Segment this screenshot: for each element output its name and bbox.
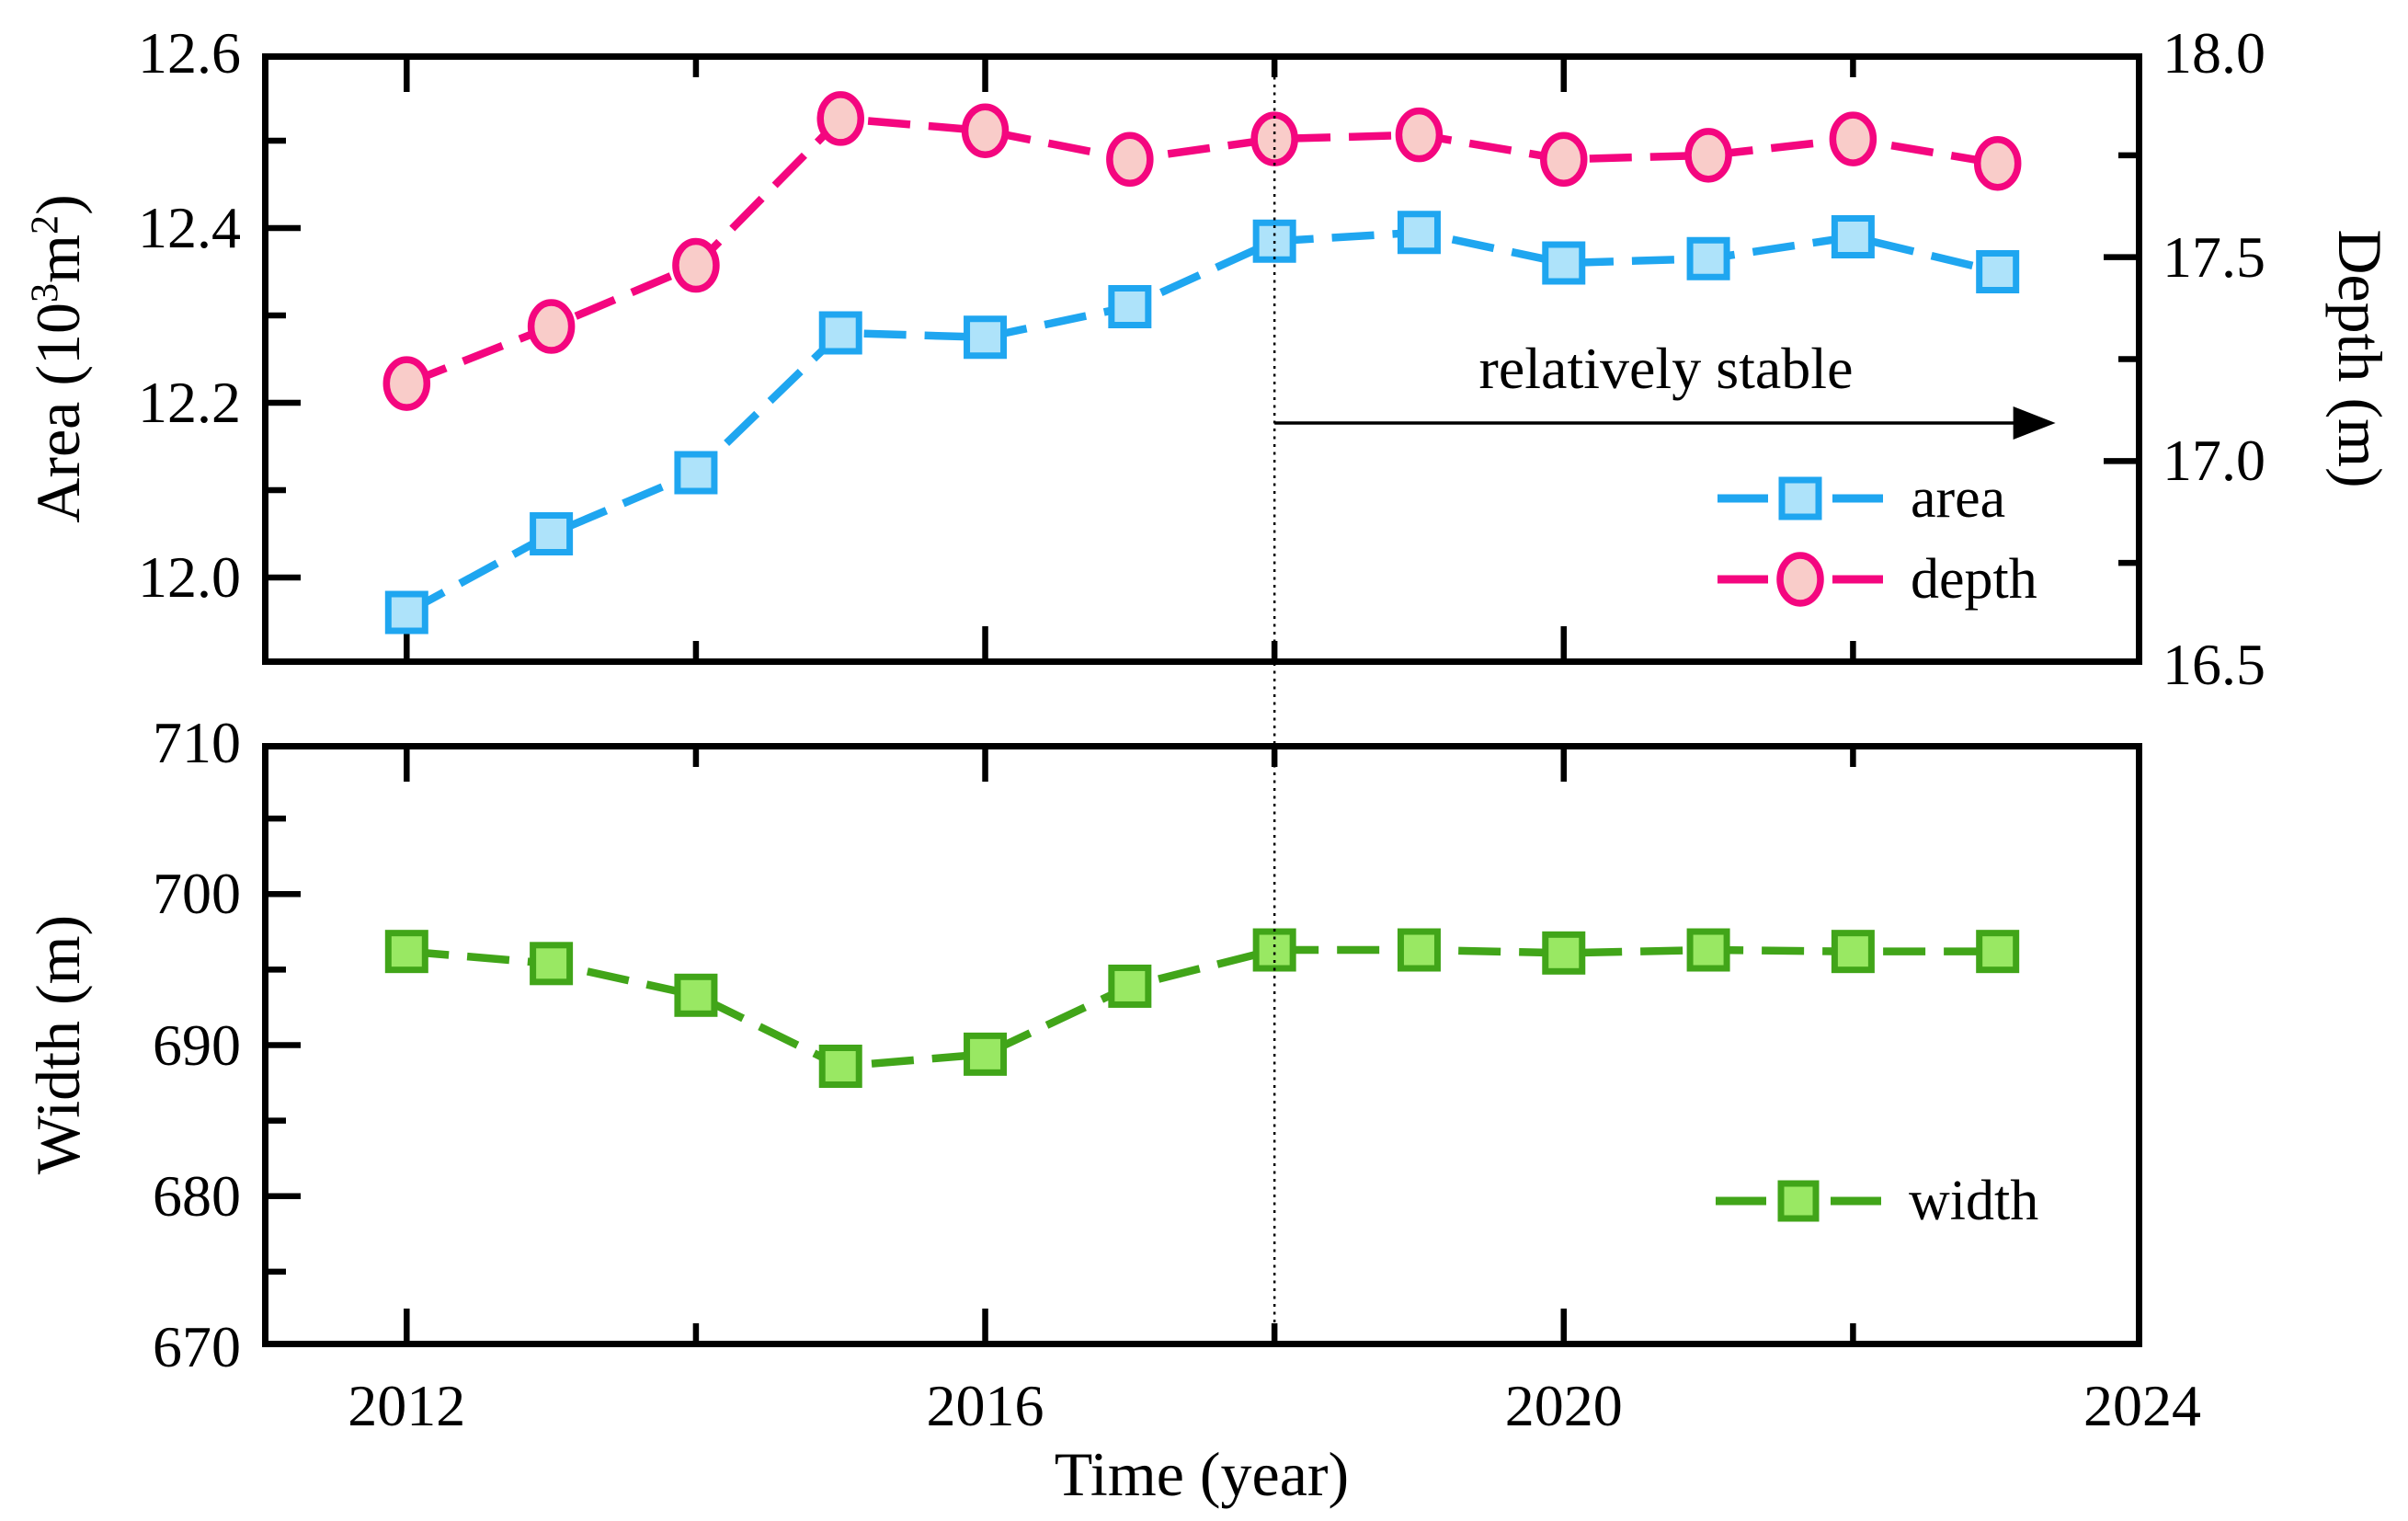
area-marker	[1686, 236, 1730, 280]
width-marker	[530, 942, 574, 986]
depth-marker	[816, 91, 864, 146]
depth-marker	[382, 356, 431, 411]
right-tick-label-17.5: 17.5	[2163, 223, 2265, 290]
area-axis-title-close: )	[23, 194, 93, 215]
x-tick-label-2024: 2024	[2083, 1373, 2201, 1438]
right-tick-label-16.5: 16.5	[2163, 632, 2265, 697]
width-marker	[674, 973, 718, 1017]
legend-entry-area: area	[1718, 466, 2037, 531]
area-line	[405, 228, 1999, 616]
width-marker	[818, 1044, 862, 1088]
width-marker	[1831, 930, 1875, 974]
width-line	[405, 945, 1998, 1070]
left-tick-label-12.4: 12.4	[138, 195, 241, 260]
depth-marker	[1973, 135, 2022, 191]
legend-label-area: area	[1911, 467, 2006, 530]
right-tick-label-17.0: 17.0	[2163, 428, 2265, 494]
depth-marker	[1684, 128, 1732, 183]
time-axis-title: Time (year)	[1054, 1439, 1350, 1509]
left-tick-label-12.2: 12.2	[138, 370, 241, 435]
depth-line	[405, 114, 1999, 388]
top-panel-plot	[262, 53, 2142, 665]
depth-marker	[1540, 132, 1588, 188]
width-marker	[1542, 931, 1586, 975]
width-legend-marker-icon	[1716, 1180, 1881, 1222]
area-axis-title-text: Area (10	[23, 302, 93, 523]
stable-arrow-head-icon	[2013, 406, 2056, 440]
area-marker	[1542, 241, 1586, 285]
left-tick-label-670: 670	[153, 1314, 241, 1379]
axis-ticks	[262, 743, 2142, 1347]
area-marker	[1976, 250, 2020, 293]
depth-marker	[1395, 107, 1444, 163]
area-axis-unit: m	[23, 234, 93, 283]
axis-ticks	[262, 53, 2142, 665]
area-marker	[530, 512, 574, 555]
legend-top: area depth	[1718, 466, 2037, 628]
left-tick-label-690: 690	[153, 1012, 241, 1078]
legend-label-depth: depth	[1911, 548, 2037, 611]
depth-marker	[1106, 132, 1154, 188]
series-area	[384, 211, 2020, 635]
left-tick-label-12.0: 12.0	[138, 544, 241, 610]
right-tick-label-18.0: 18.0	[2163, 20, 2265, 86]
area-axis-exponent: 3	[23, 282, 67, 303]
left-tick-label-12.6: 12.6	[138, 20, 241, 86]
area-legend-marker-icon	[1718, 476, 1883, 520]
depth-marker	[961, 103, 1010, 158]
bottom-panel-plot	[262, 743, 2142, 1347]
area-marker	[674, 451, 718, 495]
area-marker	[964, 315, 1008, 360]
depth-legend-marker-icon	[1718, 552, 1883, 607]
width-marker	[1976, 930, 2020, 974]
area-marker	[1397, 211, 1441, 255]
legend-bottom: width	[1716, 1169, 2038, 1250]
width-marker	[1686, 928, 1730, 972]
width-marker	[1108, 964, 1152, 1008]
left-tick-label-700: 700	[153, 861, 241, 927]
annotation-relatively-stable: relatively stable	[1478, 336, 1854, 401]
width-marker	[1397, 928, 1441, 972]
left-tick-label-710: 710	[153, 710, 241, 775]
area-marker	[1831, 215, 1875, 258]
x-tick-label-2016: 2016	[926, 1373, 1044, 1438]
depth-axis-title: Depth (m)	[2325, 229, 2395, 488]
x-tick-label-2020: 2020	[1504, 1373, 1623, 1438]
x-tick-label-2012: 2012	[348, 1373, 466, 1438]
width-marker	[964, 1032, 1008, 1076]
legend-entry-depth: depth	[1718, 547, 2037, 612]
series-depth	[382, 91, 2022, 411]
legend-label-width: width	[1909, 1170, 2039, 1232]
area-marker	[1108, 285, 1152, 328]
depth-marker	[527, 299, 576, 354]
area-marker	[384, 590, 428, 635]
depth-marker	[1829, 111, 1877, 166]
area-axis-unit-exponent: 2	[23, 214, 67, 234]
width-marker	[384, 930, 428, 974]
legend-entry-width: width	[1716, 1169, 2038, 1233]
area-marker	[818, 311, 862, 355]
depth-marker	[672, 237, 720, 293]
left-tick-label-680: 680	[153, 1162, 241, 1229]
